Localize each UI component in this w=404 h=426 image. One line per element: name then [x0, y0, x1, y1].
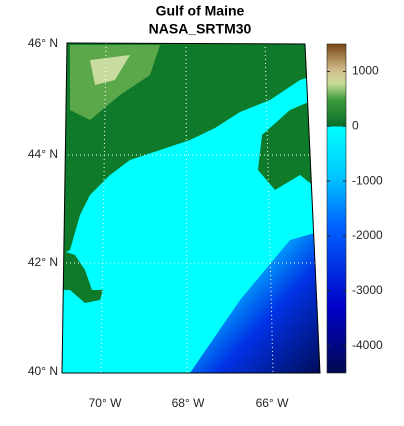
map — [62, 43, 320, 373]
lon-label: 66° W — [256, 396, 289, 410]
lat-label: 46° N — [28, 36, 58, 50]
colorbar-tick-label: 1000 — [352, 64, 379, 78]
colorbar-tick-label: -2000 — [352, 228, 383, 242]
title-line: Gulf of Maine — [156, 3, 245, 19]
lon-label: 68° W — [172, 396, 205, 410]
colorbar — [326, 43, 347, 374]
colorbar-tick-label: 0 — [352, 118, 359, 132]
highland — [90, 55, 130, 85]
title-line: NASA_SRTM30 — [149, 21, 252, 37]
lat-label: 42° N — [28, 255, 58, 269]
colorbar-tick-label: -3000 — [352, 283, 383, 297]
deep-water — [190, 230, 320, 373]
lat-label: 40° N — [28, 364, 58, 378]
lon-label: 70° W — [89, 396, 122, 410]
lat-label: 44° N — [28, 147, 58, 161]
colorbar-tick-label: -1000 — [352, 173, 383, 187]
mainland — [62, 43, 320, 255]
colorbar-tick-label: -4000 — [352, 338, 383, 352]
map-frame — [61, 42, 321, 374]
